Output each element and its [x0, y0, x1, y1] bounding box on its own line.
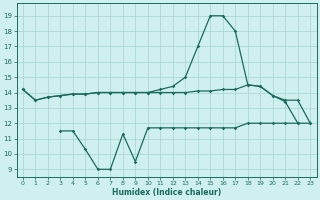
X-axis label: Humidex (Indice chaleur): Humidex (Indice chaleur) — [112, 188, 221, 197]
